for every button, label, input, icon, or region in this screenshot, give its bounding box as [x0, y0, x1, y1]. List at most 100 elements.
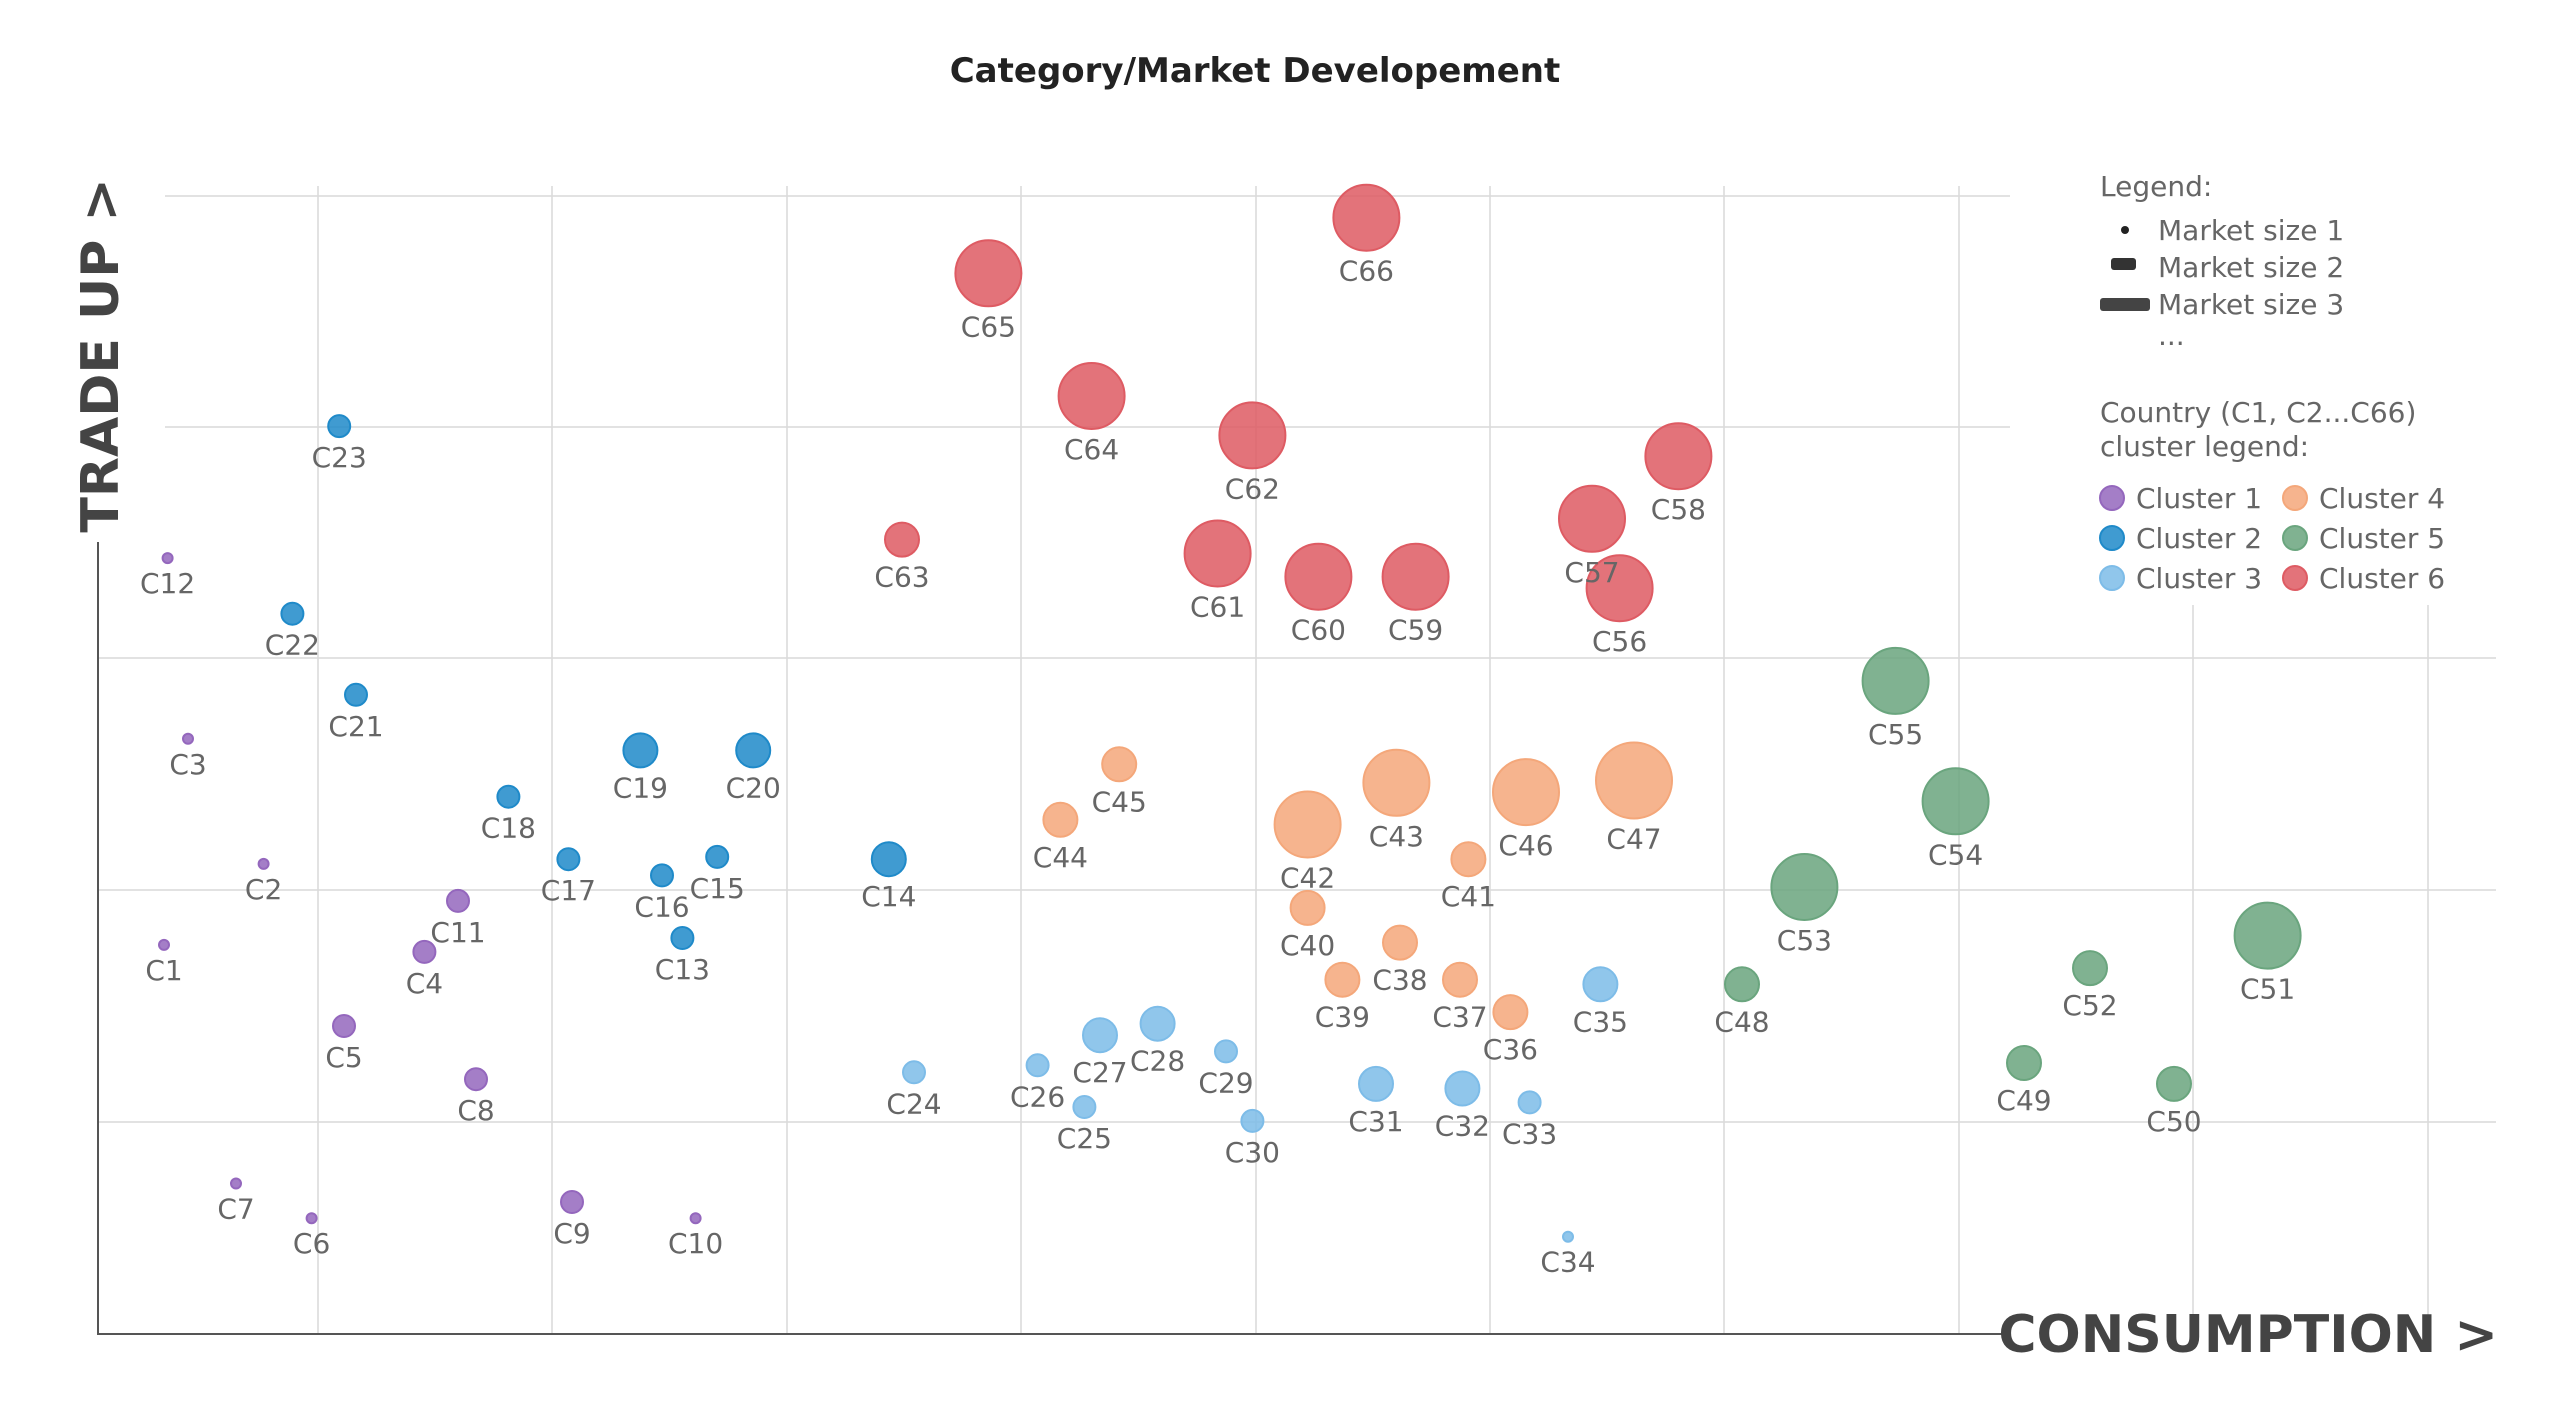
point-label-c60: C60: [1291, 614, 1346, 647]
point-label-c30: C30: [1225, 1136, 1280, 1169]
data-point-c15: [705, 844, 730, 869]
data-point-c33: [1517, 1090, 1542, 1115]
legend-size-2: Market size 2: [2158, 251, 2344, 284]
data-point-c55: [1861, 646, 1930, 715]
legend-label-cluster-2: Cluster 2: [2136, 522, 2262, 555]
point-label-c66: C66: [1339, 255, 1394, 288]
point-label-c21: C21: [328, 710, 383, 743]
point-label-c13: C13: [655, 953, 710, 986]
legend: Legend: Market size 1 Market size 2 Mark…: [2099, 170, 2445, 595]
data-point-c29: [1214, 1039, 1238, 1064]
data-point-c52: [2072, 950, 2108, 987]
point-label-c5: C5: [325, 1041, 362, 1074]
y-axis-title: TRADE UP >: [71, 178, 131, 533]
data-point-c13: [670, 926, 695, 950]
data-point-c20: [735, 732, 772, 769]
point-label-c45: C45: [1092, 785, 1147, 818]
data-point-c38: [1382, 924, 1418, 961]
point-label-c11: C11: [430, 916, 485, 949]
data-point-c17: [556, 847, 581, 872]
legend-swatch-cluster-2: [2099, 525, 2125, 551]
data-point-c5: [332, 1014, 356, 1038]
point-label-c26: C26: [1010, 1080, 1065, 1113]
point-label-c37: C37: [1432, 1001, 1487, 1034]
point-label-c31: C31: [1348, 1105, 1403, 1138]
data-point-c22: [280, 601, 305, 626]
point-label-c44: C44: [1033, 841, 1088, 874]
point-label-c25: C25: [1057, 1122, 1112, 1155]
point-label-c9: C9: [553, 1217, 590, 1250]
size-1-marker: [2121, 226, 2129, 234]
data-point-c48: [1724, 966, 1760, 1003]
point-label-c20: C20: [726, 771, 781, 804]
point-label-c55: C55: [1868, 718, 1923, 751]
point-label-c34: C34: [1540, 1246, 1595, 1279]
data-point-c40: [1289, 889, 1326, 926]
data-point-c9: [560, 1190, 584, 1214]
chart-title: Category/Market Developement: [950, 51, 1561, 91]
data-point-c66: [1332, 183, 1401, 252]
x-axis-title: CONSUMPTION >: [1998, 1305, 2498, 1365]
point-label-c46: C46: [1498, 829, 1553, 862]
point-label-c59: C59: [1388, 614, 1443, 647]
point-label-c19: C19: [613, 771, 668, 804]
data-point-c30: [1240, 1108, 1265, 1133]
data-point-c28: [1139, 1005, 1176, 1042]
point-label-c47: C47: [1606, 823, 1661, 856]
point-label-c29: C29: [1198, 1066, 1253, 1099]
point-label-c58: C58: [1651, 493, 1706, 526]
legend-swatch-cluster-5: [2282, 525, 2308, 551]
point-label-c17: C17: [541, 874, 596, 907]
point-label-c33: C33: [1502, 1117, 1557, 1150]
data-point-c44: [1042, 801, 1079, 838]
legend-size-1: Market size 1: [2158, 214, 2344, 247]
data-point-c2: [257, 857, 270, 870]
point-label-c16: C16: [634, 890, 689, 923]
size-3-marker: [2100, 298, 2150, 311]
legend-label-cluster-5: Cluster 5: [2319, 522, 2445, 555]
data-point-c61: [1183, 519, 1252, 588]
data-point-c50: [2156, 1065, 2192, 1102]
legend-swatch-cluster-1: [2099, 485, 2125, 511]
data-point-c51: [2233, 901, 2302, 970]
data-point-c65: [954, 239, 1023, 308]
point-label-c62: C62: [1225, 472, 1280, 505]
point-label-c56: C56: [1592, 625, 1647, 658]
legend-cluster-title: Country (C1, C2...C66): [2100, 396, 2416, 429]
point-label-c35: C35: [1573, 1005, 1628, 1038]
data-point-c25: [1072, 1095, 1097, 1119]
data-point-c47: [1595, 741, 1673, 820]
data-point-c46: [1492, 758, 1560, 827]
point-label-c7: C7: [217, 1193, 254, 1226]
legend-swatch-cluster-3: [2099, 565, 2125, 591]
data-point-c8: [464, 1067, 488, 1092]
legend-size-more: ...: [2158, 319, 2185, 352]
data-point-c58: [1644, 422, 1713, 491]
point-label-c6: C6: [293, 1227, 330, 1260]
point-label-c61: C61: [1190, 591, 1245, 624]
data-point-c10: [689, 1212, 702, 1225]
data-point-c42: [1273, 790, 1342, 859]
point-label-c18: C18: [481, 812, 536, 845]
point-label-c39: C39: [1315, 1001, 1370, 1034]
point-label-c12: C12: [140, 567, 195, 600]
point-label-c43: C43: [1369, 820, 1424, 853]
legend-size-3: Market size 3: [2158, 288, 2344, 321]
data-point-c39: [1324, 961, 1361, 998]
data-point-c16: [650, 863, 674, 888]
point-label-c48: C48: [1714, 1005, 1769, 1038]
data-point-c23: [327, 414, 352, 439]
data-point-c31: [1358, 1065, 1394, 1102]
point-label-c42: C42: [1280, 862, 1335, 895]
legend-swatch-cluster-4: [2282, 485, 2308, 511]
data-point-c12: [161, 552, 174, 565]
point-label-c15: C15: [690, 872, 745, 905]
point-label-c3: C3: [169, 748, 206, 781]
legend-cluster-subtitle: cluster legend:: [2100, 430, 2309, 463]
legend-label-cluster-1: Cluster 1: [2136, 482, 2262, 515]
data-point-c64: [1057, 362, 1126, 430]
point-label-c10: C10: [668, 1227, 723, 1260]
data-point-c24: [902, 1060, 926, 1085]
point-label-c50: C50: [2146, 1105, 2201, 1138]
